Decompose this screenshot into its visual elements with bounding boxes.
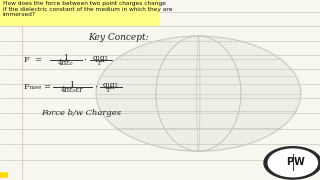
Text: ·: · <box>83 56 86 65</box>
Text: ·: · <box>94 83 98 92</box>
Text: 4πε₀εr: 4πε₀εr <box>61 86 83 94</box>
Text: q₁q₂: q₁q₂ <box>102 81 118 89</box>
Text: 1: 1 <box>63 54 68 62</box>
FancyBboxPatch shape <box>0 0 160 26</box>
Text: 1: 1 <box>69 81 75 89</box>
Text: F  =: F = <box>24 56 42 64</box>
Text: immersed?: immersed? <box>3 12 36 17</box>
Text: Fₘₑₑ =: Fₘₑₑ = <box>24 83 51 91</box>
Text: q₁q₂: q₁q₂ <box>93 54 109 62</box>
Circle shape <box>268 149 317 177</box>
Text: Force b/w Charges: Force b/w Charges <box>42 109 122 116</box>
Circle shape <box>96 36 301 151</box>
Text: if the dielectric constant of the medium in which they are: if the dielectric constant of the medium… <box>3 7 172 12</box>
Text: Key Concept:: Key Concept: <box>88 33 149 42</box>
Text: r²: r² <box>98 59 104 67</box>
Text: 4πε₀: 4πε₀ <box>58 59 73 67</box>
Text: r²: r² <box>107 86 114 94</box>
Text: How does the force between two point charges change: How does the force between two point cha… <box>3 1 165 6</box>
Circle shape <box>264 147 320 179</box>
Text: P: P <box>286 157 293 167</box>
Text: W: W <box>293 157 304 167</box>
